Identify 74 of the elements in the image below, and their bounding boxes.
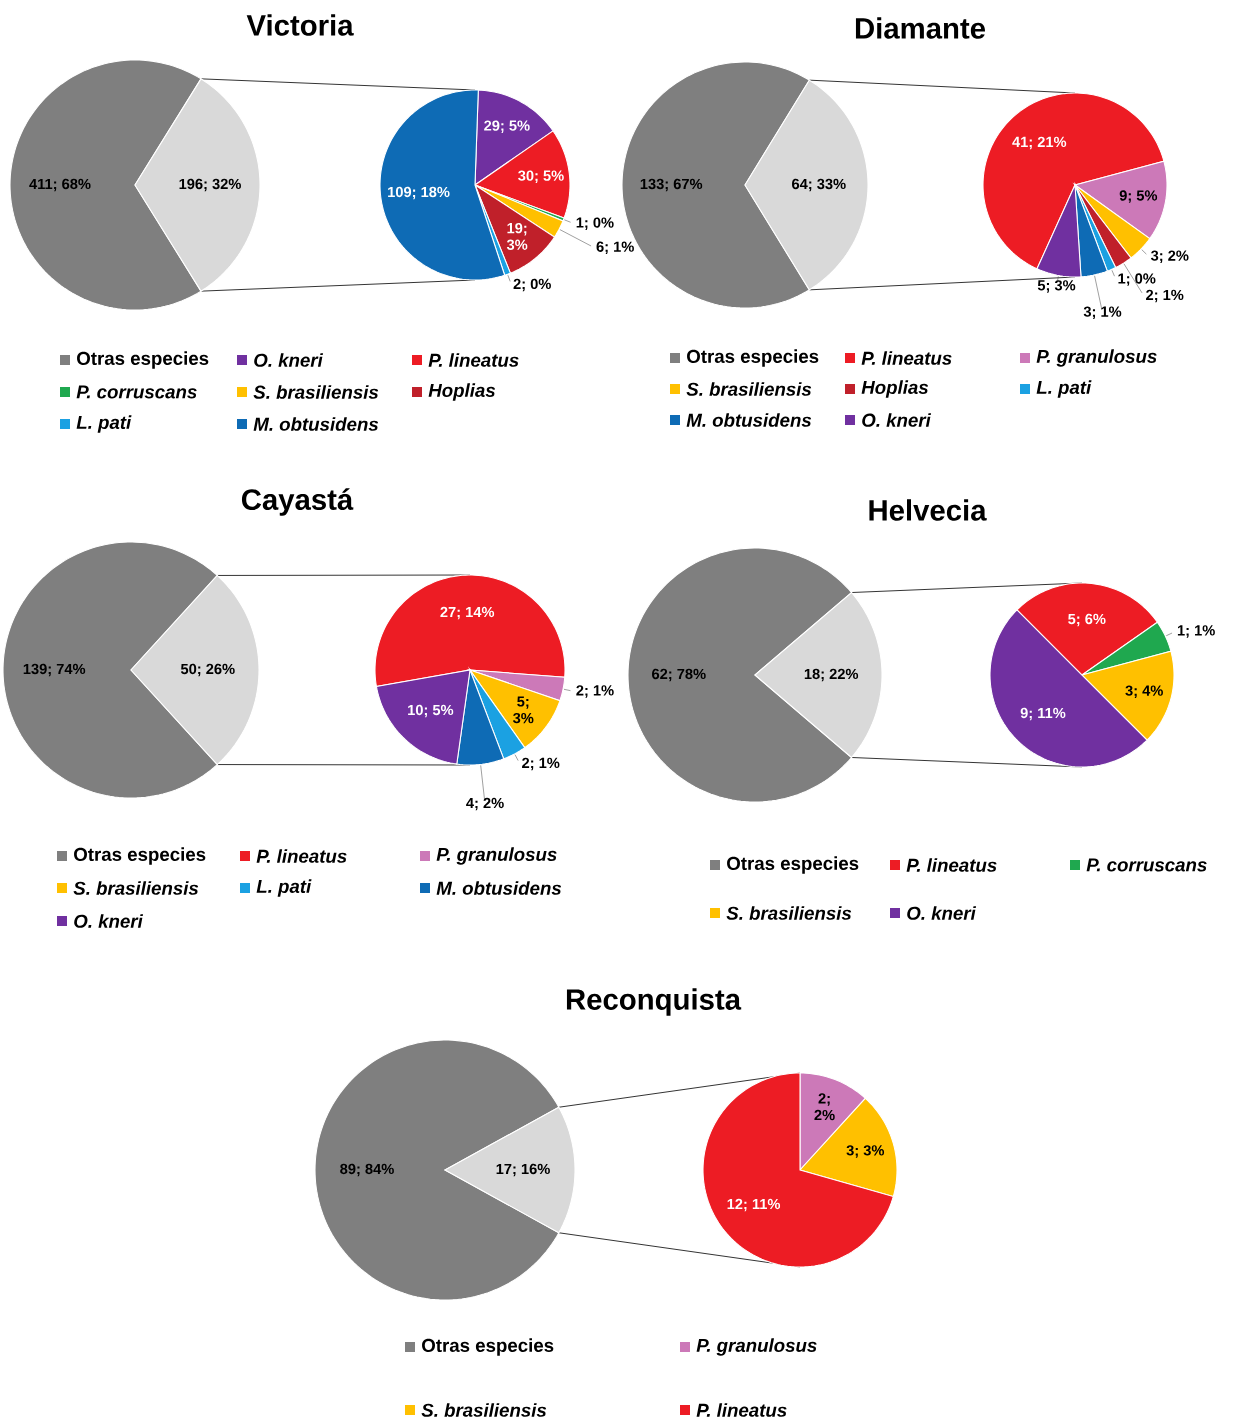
legend-label: L. pati (256, 879, 312, 897)
data-label: 196; 32% (179, 178, 241, 192)
legend-label: S. brasiliensis (726, 906, 852, 920)
data-label: 1; 0% (1118, 273, 1156, 286)
chart-title: Cayastá (241, 488, 354, 516)
data-label: 3; 4% (1125, 685, 1163, 698)
data-label: 6; 1% (596, 241, 634, 255)
data-label: 9; 5% (1119, 190, 1158, 203)
chart-title: Victoria (246, 14, 354, 36)
data-label: 2; 1% (576, 685, 614, 698)
legend-label: L. pati (1036, 380, 1092, 398)
legend-label: P. granulosus (1036, 349, 1157, 367)
legend-label: Otras especies (74, 847, 206, 865)
legend-label: Otras especies (77, 351, 209, 369)
legend-label: Otras especies (687, 349, 819, 367)
data-label: 9; 11% (1020, 707, 1066, 721)
legend-label: Otras especies (727, 856, 859, 874)
data-label: 3; 2% (1150, 250, 1189, 263)
legend-label: S. brasiliensis (73, 881, 199, 895)
legend-label: O. kneri (907, 906, 977, 920)
data-label: 1; 1% (1177, 625, 1215, 638)
data-label: 109; 18% (388, 186, 450, 200)
legend-label: P. granulosus (696, 1338, 817, 1356)
legend-label: M. obtusidens (436, 881, 562, 895)
data-label: 2; 2% (814, 1093, 835, 1121)
legend-label: P. lineatus (428, 353, 519, 367)
legend-label: O. kneri (254, 353, 324, 367)
data-label: 19; 3% (506, 222, 528, 250)
chart-title: Helvecia (869, 499, 987, 521)
legend-label: Otras especies (422, 1338, 554, 1356)
legend-label: P. lineatus (696, 1403, 787, 1417)
legend-label: S. brasiliensis (686, 382, 812, 396)
data-label: 139; 74% (23, 663, 86, 677)
data-label: 17; 16% (496, 1163, 550, 1177)
data-label: 64; 33% (792, 178, 846, 192)
data-label: 50; 26% (180, 663, 235, 677)
data-label: 3; 3% (846, 1145, 885, 1158)
data-label: 89; 84% (340, 1163, 394, 1177)
data-label: 41; 21% (1012, 136, 1067, 150)
data-label: 5; 3% (1037, 280, 1076, 293)
text: Reconquista (566, 988, 742, 1016)
legend-label: O. kneri (862, 413, 932, 427)
data-label: 2; 0% (513, 278, 551, 292)
data-label: 5; 6% (1068, 613, 1106, 627)
legend-label: P. corruscans (1086, 858, 1207, 872)
data-label: 12; 11% (727, 1198, 781, 1212)
legend-label: Hoplias (428, 383, 496, 401)
data-label: 27; 14% (440, 606, 495, 620)
data-label: 18; 22% (804, 668, 859, 682)
legend-label: P. lineatus (256, 849, 347, 863)
legend-label: Hoplias (861, 380, 929, 398)
legend-label: P. lineatus (861, 351, 952, 365)
chart-title: Diamante (855, 17, 986, 39)
legend-label: P. granulosus (436, 847, 557, 865)
data-label: 4; 2% (466, 797, 504, 811)
legend-label: M. obtusidens (253, 417, 379, 431)
data-label: 10; 5% (408, 704, 454, 718)
data-label: 62; 78% (652, 668, 706, 682)
legend-label: O. kneri (74, 914, 144, 928)
legend-label: M. obtusidens (686, 413, 812, 427)
legend-label: P. lineatus (906, 858, 997, 872)
legend-label: S. brasiliensis (421, 1403, 547, 1417)
data-label: 411; 68% (29, 178, 91, 192)
data-label: 2; 1% (522, 757, 560, 771)
data-label: 133; 67% (640, 178, 703, 192)
data-label: 29; 5% (484, 120, 530, 133)
data-label: 1; 0% (576, 217, 614, 230)
data-label: 3; 1% (1083, 306, 1122, 319)
data-label: 2; 1% (1146, 289, 1184, 303)
legend-label: S. brasiliensis (253, 385, 379, 399)
data-label: 30; 5% (518, 170, 564, 183)
data-label: 5; 3% (512, 696, 534, 724)
legend-label: L. pati (76, 415, 132, 433)
legend-label: P. corruscans (76, 385, 197, 399)
